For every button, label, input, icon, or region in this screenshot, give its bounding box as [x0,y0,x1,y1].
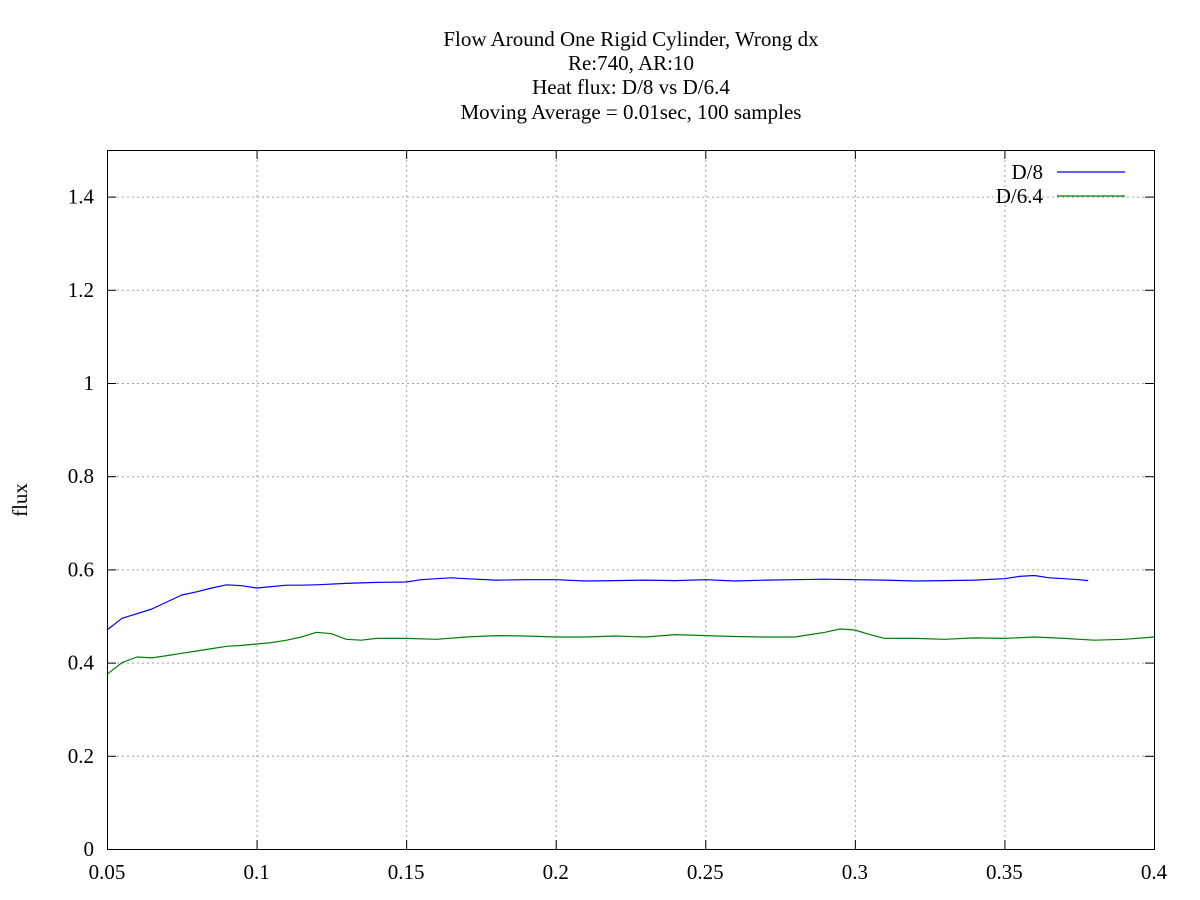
x-tick-label: 0.4 [1141,860,1168,884]
series-line-1 [106,574,1089,631]
x-tick-label: 0.35 [986,860,1023,884]
series-line-2 [106,628,1155,675]
legend: D/8D/6.4 [996,160,1125,208]
y-tick-label: 1.2 [68,278,94,302]
y-tick-label: 1 [84,371,95,395]
y-tick-label: 0 [84,837,95,861]
grid [107,150,1154,849]
title-line-3: Heat flux: D/8 vs D/6.4 [532,75,730,99]
y-tick-label: 0.6 [68,557,94,581]
chart-title: Flow Around One Rigid Cylinder, Wrong dx… [443,27,819,124]
y-axis-label: flux [8,483,32,517]
x-tick-label: 0.1 [243,860,269,884]
y-tick-label: 0.4 [68,651,95,675]
y-tick-label: 1.4 [68,185,95,209]
title-line-4: Moving Average = 0.01sec, 100 samples [461,100,802,124]
title-line-1: Flow Around One Rigid Cylinder, Wrong dx [443,27,819,51]
x-tick-label: 0.05 [89,860,126,884]
legend-label: D/8 [1012,160,1044,184]
axis-ticks: 0.05 0.1 0.15 0.2 0.25 0.3 0.35 0.4 0 0.2 0.4 0.6 0.… [68,150,1168,884]
x-tick-label: 0.2 [543,860,569,884]
plot-frame [107,150,1155,850]
y-tick-label: 0.8 [68,464,94,488]
series-lines [106,574,1155,675]
x-tick-label: 0.15 [388,860,425,884]
y-tick-label: 0.2 [68,744,94,768]
title-line-2: Re:740, AR:10 [568,51,694,75]
legend-label: D/6.4 [996,184,1044,208]
x-tick-label: 0.3 [842,860,868,884]
x-tick-label: 0.25 [687,860,724,884]
